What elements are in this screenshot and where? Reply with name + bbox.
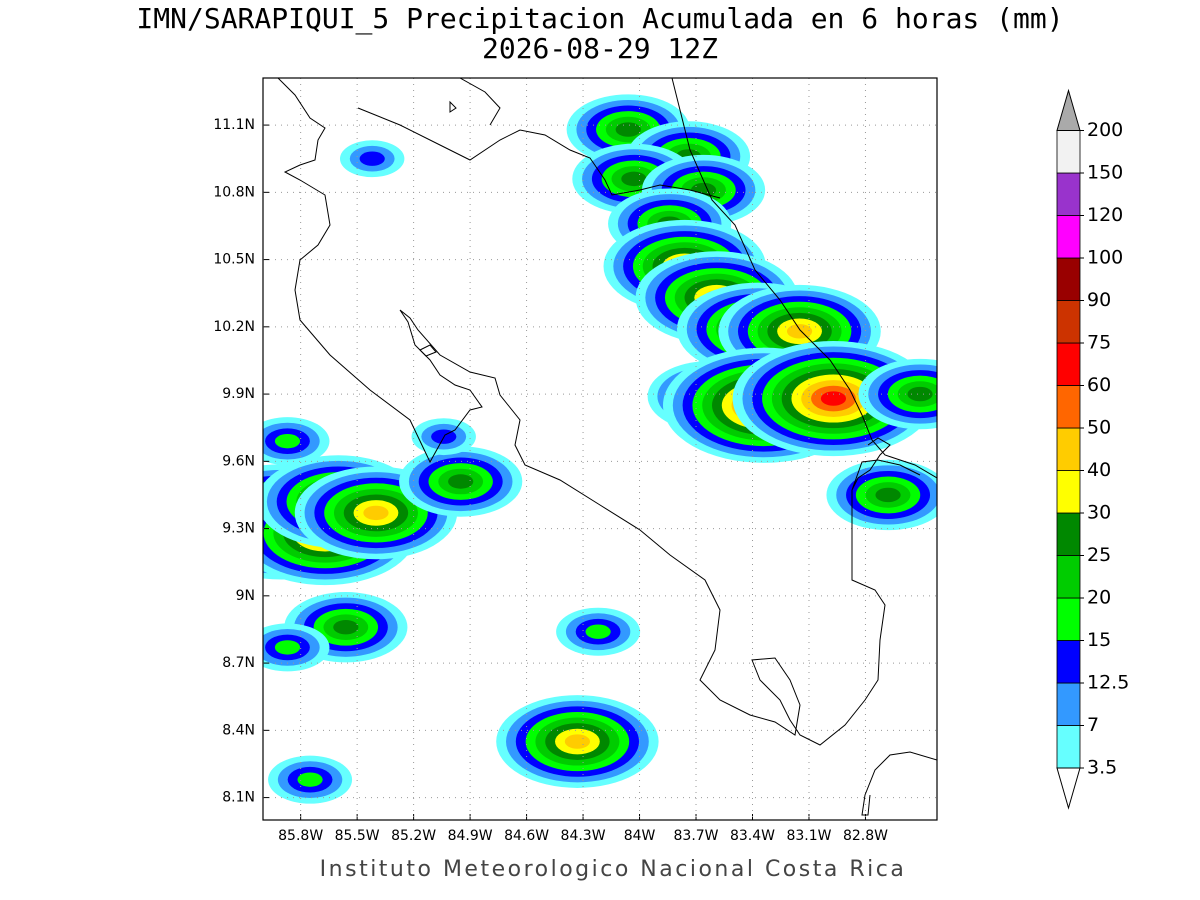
x-tick-label: 84.9W [448, 828, 493, 844]
island [419, 344, 437, 357]
colorbar-label: 12.5 [1087, 672, 1129, 694]
precip-cell [274, 640, 301, 655]
precip-cell [564, 734, 591, 749]
colorbar-label: 75 [1087, 332, 1111, 354]
plot-frame [262, 77, 938, 821]
precip-cell [907, 386, 933, 402]
x-tick-label: 83.7W [674, 828, 719, 844]
colorbar-label: 150 [1087, 162, 1123, 184]
colorbar-label: 60 [1087, 374, 1111, 396]
colorbar-box [1056, 512, 1081, 556]
precip-field [263, 94, 937, 804]
colorbar-label: 25 [1087, 544, 1111, 566]
y-tick-label: 9.6N [222, 453, 255, 469]
colorbar-label: 90 [1087, 289, 1111, 311]
precip-cell [448, 474, 474, 489]
x-tick-label: 82.8W [843, 828, 888, 844]
y-tick-label: 11.1N [213, 117, 255, 133]
y-tick-label: 10.5N [213, 252, 255, 268]
colorbar-box [1056, 597, 1081, 641]
x-tick-label: 85.2W [391, 828, 436, 844]
colorbar-box [1056, 257, 1081, 301]
colorbar-label: 30 [1087, 502, 1111, 524]
x-tick-label: 85.5W [335, 828, 380, 844]
colorbar-label: 3.5 [1087, 757, 1117, 779]
y-tick-label: 9.3N [222, 521, 255, 537]
coastline [671, 78, 937, 479]
colorbar-box [1056, 385, 1081, 429]
colorbar-box [1056, 640, 1081, 684]
precip-cell [297, 772, 323, 787]
colorbar-box [1056, 725, 1081, 769]
colorbar-label: 50 [1087, 417, 1111, 439]
x-tick-label: 83.1W [786, 828, 831, 844]
precip-cell [359, 151, 385, 166]
colorbar-under [1056, 767, 1081, 810]
precip-cell [274, 433, 301, 449]
x-tick-label: 83.4W [730, 828, 775, 844]
colorbar-box [1056, 342, 1081, 386]
precip-cell [363, 505, 389, 521]
x-tick-label: 85.8W [278, 828, 323, 844]
coastline [861, 751, 937, 816]
precip-cell [621, 171, 647, 187]
coastlines [277, 78, 937, 816]
precip-cell [585, 624, 611, 639]
colorbar-box [1056, 300, 1081, 344]
y-tick-label: 9.9N [222, 386, 255, 402]
coastline [277, 78, 886, 746]
colorbar-label: 120 [1087, 204, 1123, 226]
y-tick-label: 10.2N [213, 319, 255, 335]
colorbar-label: 100 [1087, 247, 1123, 269]
colorbar-label: 20 [1087, 587, 1111, 609]
colorbar-label: 200 [1087, 119, 1123, 141]
colorbar-box [1056, 470, 1081, 514]
y-tick-label: 8.1N [222, 790, 255, 806]
y-tick-label: 10.8N [213, 184, 255, 200]
colorbar-label: 40 [1087, 459, 1111, 481]
colorbar-box [1056, 172, 1081, 216]
colorbar-box [1056, 555, 1081, 599]
precip-cell [820, 391, 847, 406]
y-tick-label: 8.7N [222, 655, 255, 671]
island [449, 100, 457, 113]
colorbar-box [1056, 682, 1081, 726]
x-tick-label: 84W [624, 828, 656, 844]
colorbar-label: 7 [1087, 714, 1099, 736]
colorbar-box [1056, 130, 1081, 174]
precip-cell [875, 487, 901, 503]
precip-cell [786, 324, 813, 339]
lake-shore [459, 78, 501, 126]
colorbar-over [1056, 88, 1081, 131]
border [851, 437, 921, 491]
y-tick-label: 9N [236, 588, 255, 604]
colorbar-box [1056, 427, 1081, 471]
colorbar: 3.5 7 12.5 15 20 25 30 40 50 60 75 90 100 120 150 200 [1056, 88, 1129, 810]
colorbar-label: 15 [1087, 629, 1111, 651]
border [357, 107, 721, 199]
x-tick-label: 84.6W [504, 828, 549, 844]
footer: Instituto Meteorologico Nacional Costa R… [320, 857, 907, 882]
grid: 85.8W 85.5W 85.2W 84.9W 84.6W 84.3W 84W 83.7W 83… [213, 78, 937, 844]
precip-cell [615, 122, 641, 137]
subtitle: 2026-08-29 12Z [482, 32, 718, 65]
precip-cell [333, 620, 359, 635]
colorbar-box [1056, 215, 1081, 259]
title: IMN/SARAPIQUI_5 Precipitacion Acumulada … [136, 2, 1063, 36]
y-tick-label: 8.4N [222, 722, 255, 738]
x-tick-label: 84.3W [561, 828, 606, 844]
